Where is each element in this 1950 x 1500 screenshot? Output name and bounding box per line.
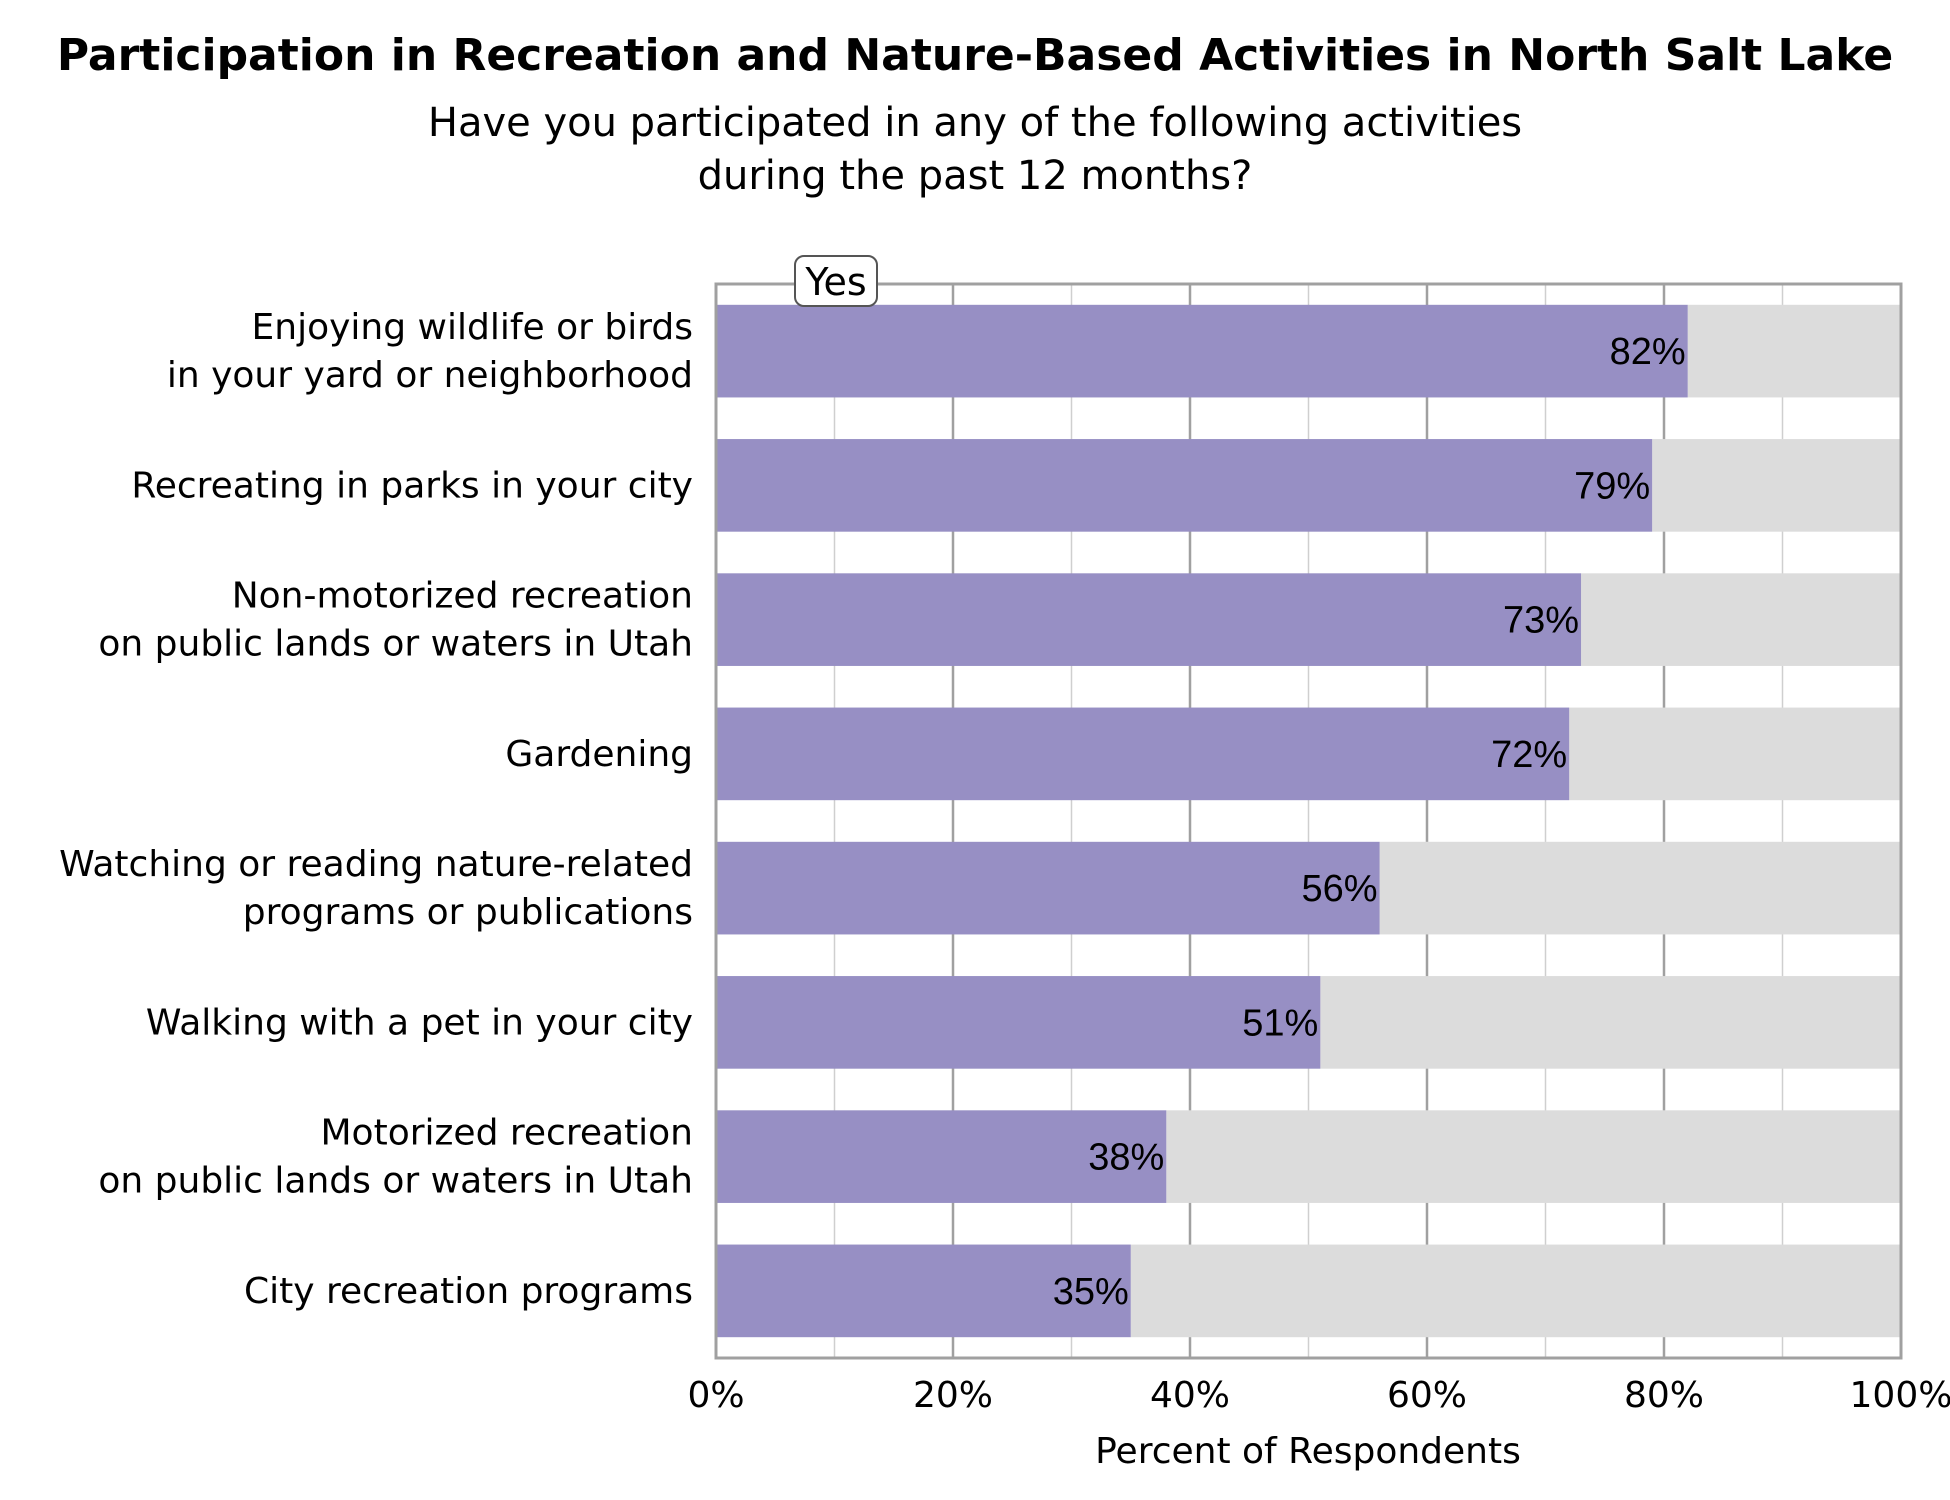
bar-remainder xyxy=(1569,707,1901,801)
bar-value-label: 72% xyxy=(1491,734,1567,776)
legend-label-yes: Yes xyxy=(804,260,866,304)
category-label: Non-motorized recreation xyxy=(232,576,693,617)
bar-yes xyxy=(716,707,1570,801)
chart-subtitle-line-2: during the past 12 months? xyxy=(698,153,1253,199)
category-label: on public lands or waters in Utah xyxy=(98,624,693,665)
x-tick-label: 80% xyxy=(1624,1375,1704,1416)
category-label: in your yard or neighborhood xyxy=(167,355,693,396)
bar-yes xyxy=(716,1244,1131,1338)
bar-value-label: 73% xyxy=(1503,600,1579,642)
bar-remainder xyxy=(1652,439,1901,532)
x-tick-label: 20% xyxy=(913,1375,993,1416)
bar-yes xyxy=(716,439,1653,532)
bar-remainder xyxy=(1581,573,1901,666)
x-tick-label: 40% xyxy=(1150,1375,1230,1416)
x-axis: 0% 20% 40% 60% 80% 100% xyxy=(687,282,1950,1416)
category-label: Gardening xyxy=(505,734,693,775)
bar-yes xyxy=(716,976,1321,1069)
bar-yes xyxy=(716,304,1688,398)
bar-remainder xyxy=(1130,1244,1901,1338)
category-label: Motorized recreation xyxy=(321,1113,694,1154)
category-label: Walking with a pet in your city xyxy=(146,1002,693,1043)
bar-value-label: 79% xyxy=(1574,465,1650,507)
bar-value-label: 38% xyxy=(1088,1137,1164,1179)
bar-remainder xyxy=(1687,304,1901,398)
bar-yes xyxy=(716,841,1380,935)
x-tick-label: 100% xyxy=(1850,1375,1950,1416)
category-label: Recreating in parks in your city xyxy=(131,465,693,506)
bar-remainder xyxy=(1320,976,1901,1069)
bar-value-label: 51% xyxy=(1242,1002,1318,1044)
category-label: City recreation programs xyxy=(244,1271,693,1312)
bar-value-label: 56% xyxy=(1302,868,1378,910)
chart-title: Participation in Recreation and Nature-B… xyxy=(57,30,1893,81)
category-labels: Enjoying wildlife or birds in your yard o… xyxy=(59,307,693,1312)
bars: 82% 79% 73% 72% 56% 51% 38% 35% xyxy=(716,304,1901,1338)
legend: Yes xyxy=(794,255,878,307)
category-label: Enjoying wildlife or birds xyxy=(252,307,693,348)
category-label: on public lands or waters in Utah xyxy=(98,1161,693,1202)
bar-yes xyxy=(716,1110,1167,1203)
category-label: programs or publications xyxy=(243,892,693,933)
bar-remainder xyxy=(1379,841,1901,935)
bar-value-label: 82% xyxy=(1610,331,1686,373)
plot-frame xyxy=(714,282,1903,1360)
bar-value-label: 35% xyxy=(1053,1271,1129,1313)
x-axis-title: Percent of Respondents xyxy=(1095,1431,1521,1472)
bar-yes xyxy=(716,573,1582,666)
x-tick-label: 0% xyxy=(687,1375,744,1416)
legend-box xyxy=(794,255,878,307)
x-tick-label: 60% xyxy=(1387,1375,1467,1416)
category-label: Watching or reading nature-related xyxy=(59,844,693,885)
chart-subtitle-line-1: Have you participated in any of the foll… xyxy=(428,100,1522,146)
bar-remainder xyxy=(1166,1110,1901,1203)
